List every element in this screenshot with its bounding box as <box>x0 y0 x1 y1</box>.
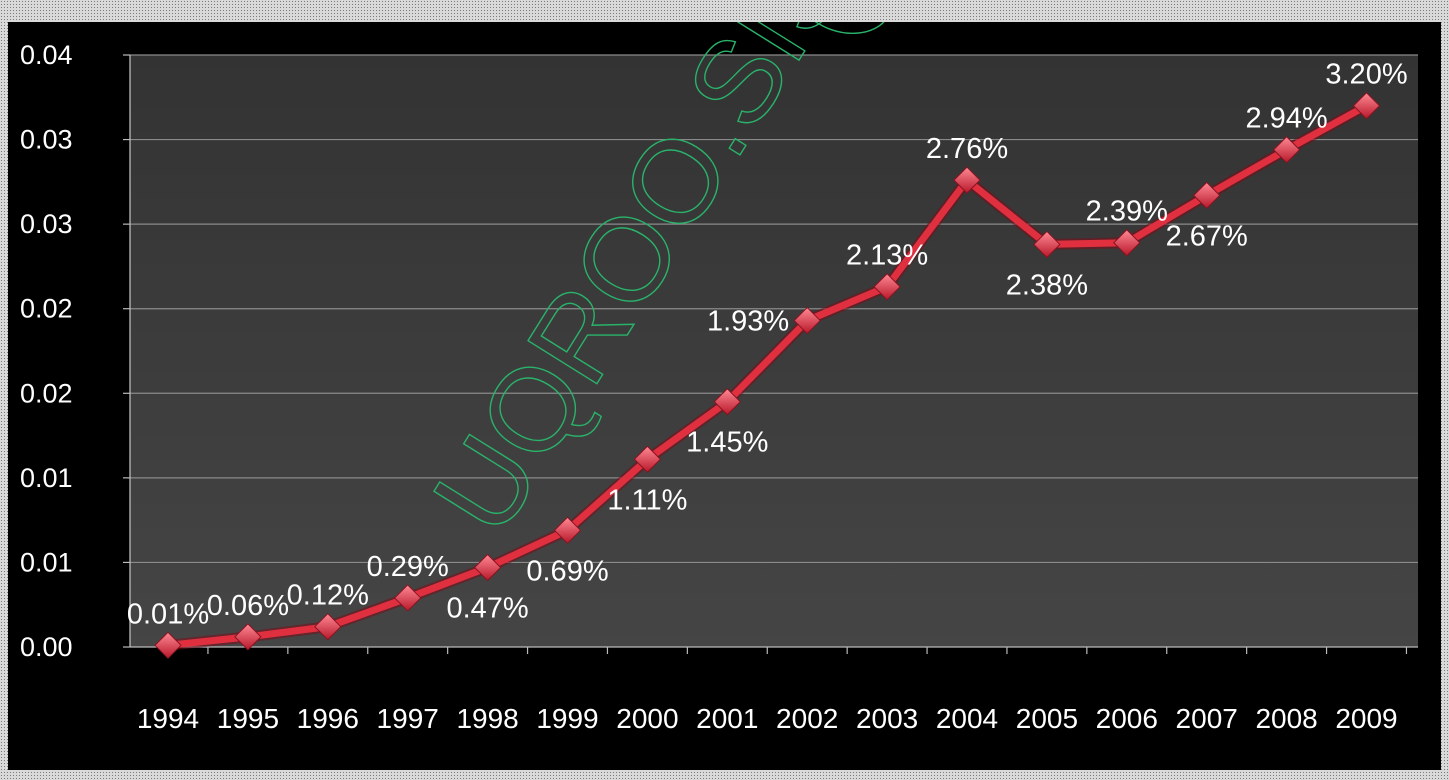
data-label: 1.45% <box>686 427 768 459</box>
data-label: 2.38% <box>1006 269 1088 301</box>
data-point-marker <box>393 584 422 612</box>
x-tick-label: 1995 <box>217 703 279 734</box>
watermark-text: UQROO.SISBI. <box>408 22 928 556</box>
chart-slide: 0.00 0.01 0.01 0.02 0.02 0.03 0.03 0.04 1994 1995… <box>8 22 1441 770</box>
x-tick-label: 1999 <box>536 703 598 734</box>
x-tick-label: 1996 <box>297 703 359 734</box>
y-tick-label: 0.02 <box>20 378 73 408</box>
x-tick-label: 2001 <box>696 703 758 734</box>
data-labels: 0.01%0.06%0.12%0.29% 0.47% 0.69% 1.11% 1.45%… <box>127 59 1408 631</box>
y-tick-label: 0.01 <box>20 463 73 493</box>
x-tick-label: 2007 <box>1176 703 1238 734</box>
x-tick-label: 2004 <box>936 703 998 734</box>
data-point-marker <box>314 612 342 641</box>
data-point-marker <box>234 623 262 651</box>
data-point-marker <box>1113 229 1141 257</box>
axes <box>123 54 1418 654</box>
data-label: 0.47% <box>446 593 528 625</box>
x-tick-label: 1994 <box>137 703 199 734</box>
y-tick-label: 0.03 <box>20 209 73 239</box>
data-label: 3.20% <box>1325 59 1407 91</box>
data-label: 0.01% <box>127 598 209 630</box>
y-tick-label: 0.01 <box>20 547 73 577</box>
data-markers <box>154 92 1381 660</box>
x-tick-label: 2008 <box>1255 703 1317 734</box>
y-tick-label: 0.02 <box>20 294 73 324</box>
data-point-marker <box>154 631 182 660</box>
watermark-seal <box>814 22 885 35</box>
data-point-marker <box>1033 230 1061 259</box>
watermark-stamp: UQROO.SISBI. <box>408 22 928 556</box>
line-chart: 0.00 0.01 0.01 0.02 0.02 0.03 0.03 0.04 1994 1995… <box>20 40 1418 734</box>
data-point-marker <box>553 516 582 544</box>
data-label: 1.93% <box>707 306 789 338</box>
data-label: 0.06% <box>207 590 289 622</box>
data-point-marker <box>713 388 742 416</box>
data-point-marker <box>953 166 981 194</box>
data-point-marker <box>1352 92 1381 120</box>
x-tick-label: 2005 <box>1016 703 1078 734</box>
x-tick-label: 2002 <box>776 703 838 734</box>
y-tick-label: 0.04 <box>20 40 73 70</box>
data-point-marker <box>793 306 821 335</box>
x-tick-label: 2009 <box>1335 703 1397 734</box>
data-label: 2.94% <box>1245 103 1327 135</box>
data-label: 0.12% <box>287 580 369 612</box>
x-tick-label: 2003 <box>856 703 918 734</box>
x-tick-label: 1998 <box>456 703 518 734</box>
tick-labels: 0.00 0.01 0.01 0.02 0.02 0.03 0.03 0.04 1994 1995… <box>20 40 1398 734</box>
series-line <box>162 100 1372 651</box>
y-tick-label: 0.03 <box>20 125 73 155</box>
y-tick-label: 0.00 <box>20 632 73 662</box>
data-label: 0.69% <box>526 555 608 587</box>
data-label: 0.29% <box>367 551 449 583</box>
x-tick-label: 2000 <box>616 703 678 734</box>
data-label: 2.67% <box>1166 220 1248 252</box>
x-tick-label: 2006 <box>1096 703 1158 734</box>
series-line-path <box>164 102 1370 649</box>
data-point-marker <box>633 445 662 473</box>
data-label: 2.13% <box>846 240 928 272</box>
data-label: 2.76% <box>926 133 1008 165</box>
data-label: 1.11% <box>607 484 687 516</box>
data-point-marker <box>1272 136 1301 164</box>
data-point-marker <box>473 553 502 582</box>
data-point-marker <box>873 273 901 301</box>
gridlines <box>130 54 1418 564</box>
data-point-marker <box>1192 181 1221 210</box>
x-tick-label: 1997 <box>377 703 439 734</box>
data-label: 2.39% <box>1086 196 1168 228</box>
